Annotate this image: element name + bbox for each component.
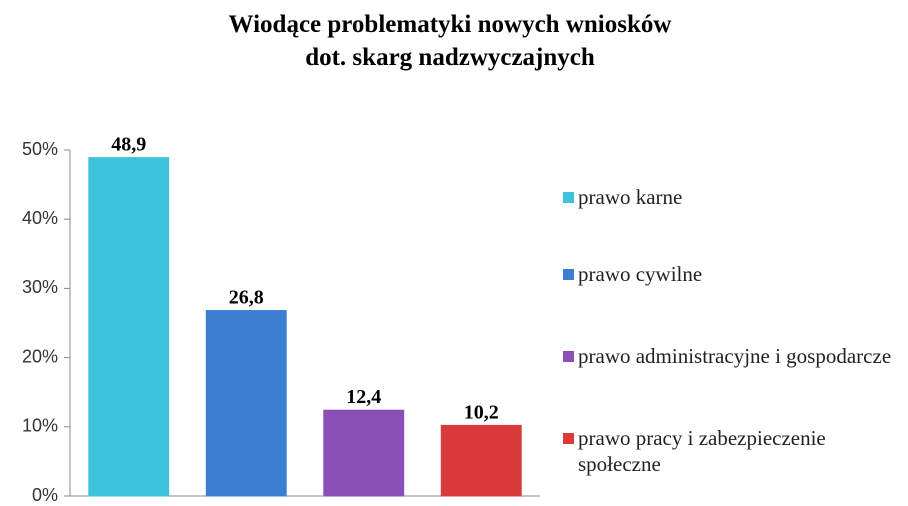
y-tick-label: 0% (32, 485, 58, 505)
y-tick-label: 40% (22, 208, 58, 228)
value-label: 10,2 (464, 401, 499, 423)
legend-swatch (563, 433, 574, 444)
bar (88, 157, 170, 497)
chart-title: Wiodące problematyki nowych wniosków dot… (228, 11, 672, 71)
value-label: 48,9 (111, 134, 146, 156)
legend-label: prawo cywilne (578, 262, 703, 286)
y-tick-label: 20% (22, 346, 58, 366)
legend-swatch (563, 269, 574, 280)
y-tick-label: 30% (22, 277, 58, 297)
legend-label: prawo pracy i zabezpieczenie społeczne (578, 426, 826, 476)
value-label: 26,8 (229, 287, 264, 309)
value-label: 12,4 (346, 386, 381, 408)
bar (440, 424, 522, 497)
legend-swatch (563, 351, 574, 362)
y-tick-label: 50% (22, 139, 58, 159)
bar (323, 409, 405, 497)
bar (205, 310, 287, 497)
legend-label: prawo karne (578, 185, 683, 209)
legend-label: prawo administracyjne i gospodarcze (578, 344, 892, 368)
legend-swatch (563, 192, 574, 203)
y-tick-label: 10% (22, 416, 58, 436)
